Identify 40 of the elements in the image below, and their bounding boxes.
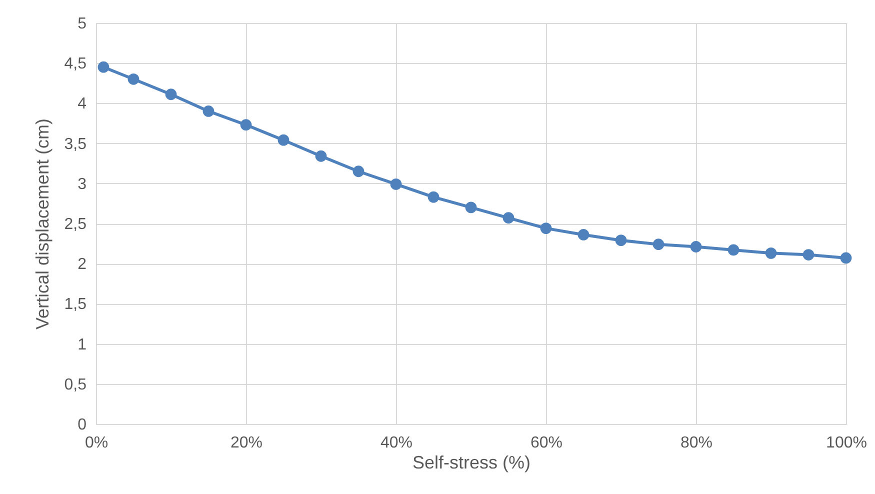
x-tick-label: 40% — [380, 434, 413, 452]
point — [652, 238, 664, 250]
point — [502, 212, 514, 224]
point — [465, 202, 477, 214]
point — [128, 73, 140, 85]
point — [690, 241, 702, 252]
y-axis-title: Vertical displacement (cm) — [32, 118, 52, 330]
y-tick-label: 1,5 — [64, 296, 87, 314]
y-tick-label: 3 — [78, 176, 87, 193]
point — [315, 150, 327, 162]
y-tick-label: 2,5 — [64, 216, 87, 233]
point — [615, 234, 627, 246]
point — [428, 191, 440, 203]
x-tick-label: 60% — [530, 434, 563, 452]
y-tick-label: 0,5 — [64, 376, 87, 394]
point — [840, 252, 852, 264]
point — [540, 222, 552, 234]
y-tick-label: 4 — [78, 96, 87, 113]
x-axis-title: Self-stress (%) — [412, 452, 531, 472]
point — [765, 247, 777, 259]
point — [352, 166, 364, 178]
y-tick-label: 4,5 — [64, 56, 87, 73]
y-tick-label: 3,5 — [64, 136, 87, 153]
x-tick-label: 20% — [230, 434, 263, 452]
y-tick-label: 0 — [78, 416, 87, 434]
x-tick-label: 80% — [680, 434, 713, 452]
point — [98, 61, 110, 73]
point — [165, 88, 177, 100]
y-tick-label: 1 — [78, 336, 87, 354]
point — [278, 134, 290, 146]
x-tick-label: 100% — [826, 434, 867, 452]
point — [728, 244, 740, 256]
x-tick-label: 0% — [84, 434, 108, 452]
point — [802, 249, 814, 260]
point — [578, 229, 590, 240]
point — [202, 106, 214, 117]
point — [390, 178, 402, 190]
y-tick-label: 2 — [78, 256, 87, 274]
point — [240, 119, 252, 131]
y-tick-label: 5 — [78, 16, 87, 32]
